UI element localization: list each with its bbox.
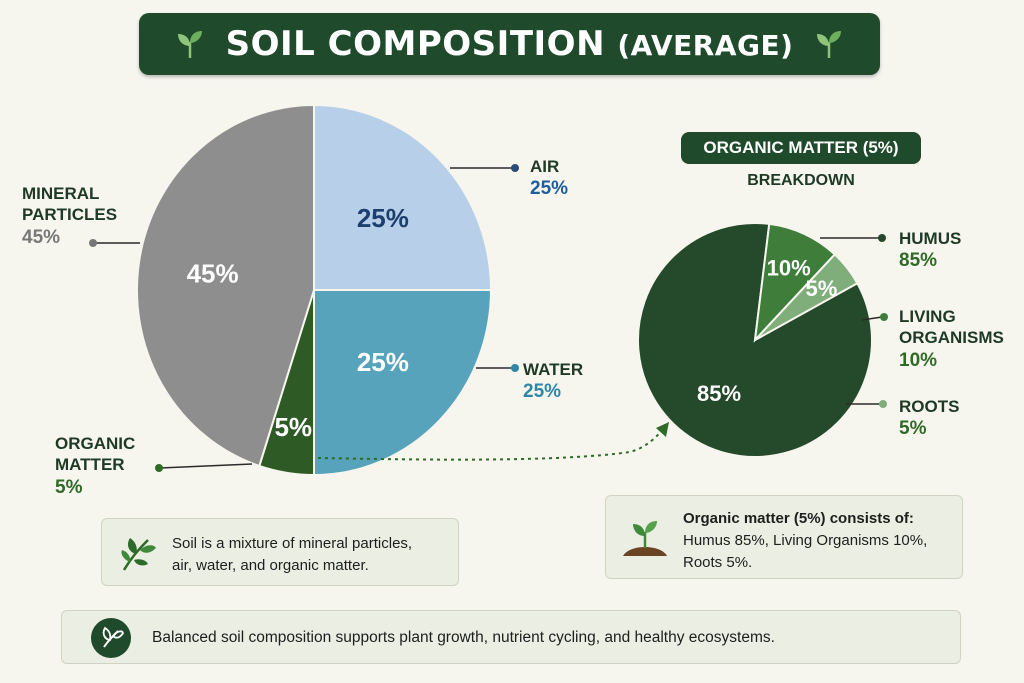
- organic-pct: 5%: [55, 476, 83, 498]
- title-banner: SOIL COMPOSITION (AVERAGE): [139, 13, 880, 75]
- main-slice-label-air: 25%: [357, 203, 409, 233]
- leader-living-dot: [880, 313, 888, 321]
- mineral-pct: 45%: [22, 226, 61, 248]
- footer-text: Balanced soil composition supports plant…: [152, 629, 775, 646]
- sub-slice-label-humus: 85%: [697, 381, 741, 406]
- main-slice-label-water: 25%: [357, 347, 409, 377]
- humus-name: HUMUS: [899, 229, 962, 248]
- leader-organic: [159, 463, 253, 469]
- leader-lines: [89, 164, 888, 472]
- organic-breakdown-pie-chart: 85% 10%5%: [637, 222, 873, 458]
- sub-slice-living-organisms: [753, 222, 837, 343]
- air-pct: 25%: [530, 178, 569, 200]
- title-paren: (AVERAGE): [617, 29, 794, 62]
- humus-label: HUMUS 85%: [899, 228, 961, 273]
- organic-note: Organic matter (5%) consists of: Humus 8…: [605, 495, 963, 579]
- main-pie-chart: 25% 25% 5% 45%: [136, 103, 493, 477]
- sub-slice-label-roots: 5%: [805, 276, 837, 301]
- title-main: SOIL COMPOSITION: [225, 24, 606, 64]
- sub-slice-roots: [754, 253, 859, 341]
- water-label: WATER 25%: [523, 359, 583, 404]
- main-slice-mineral-particles: [136, 103, 315, 468]
- leader-mineral-dot: [89, 239, 97, 247]
- air-name: AIR: [530, 157, 560, 176]
- breakdown-title: ORGANIC MATTER (5%): [681, 132, 921, 164]
- organic-note-line1: Humus 85%, Living Organisms 10%,: [683, 531, 928, 549]
- leader-water-dot: [511, 364, 519, 372]
- main-slice-label-mineral-particles: 45%: [187, 258, 239, 288]
- living-name-line1: LIVING: [899, 307, 956, 326]
- roots-label: ROOTS 5%: [899, 396, 959, 441]
- water-pct: 25%: [523, 381, 562, 403]
- living-name-line2: ORGANISMS: [899, 328, 1004, 348]
- leader-air-dot: [511, 164, 519, 172]
- main-slice-label-organic-matter: 5%: [274, 412, 312, 442]
- roots-pct: 5%: [899, 418, 927, 440]
- soil-note-line2: air, water, and organic matter.: [172, 556, 369, 574]
- main-slice-water: [313, 289, 493, 477]
- main-slice-air: [313, 103, 493, 291]
- breakdown-subtitle: BREAKDOWN: [747, 172, 855, 189]
- mineral-name-line2: PARTICLES: [22, 205, 118, 225]
- living-pct: 10%: [899, 349, 938, 371]
- leaf-sprout-icon: [817, 31, 842, 58]
- living-label: LIVING ORGANISMS 10%: [899, 306, 1004, 372]
- organic-note-heading: Organic matter (5%) consists of:: [683, 510, 914, 527]
- air-label: AIR 25%: [530, 156, 568, 201]
- soil-note: Soil is a mixture of mineral particles, …: [101, 518, 459, 586]
- leaf-sprig-icon: [121, 538, 156, 571]
- organic-name-line2: MATTER: [55, 455, 125, 475]
- roots-name: ROOTS: [899, 397, 960, 416]
- organic-label: ORGANIC MATTER 5%: [55, 433, 135, 499]
- leader-living: [861, 316, 883, 321]
- water-name: WATER: [523, 360, 584, 379]
- leaf-circle-icon: [91, 618, 131, 658]
- leader-roots-dot: [879, 400, 887, 408]
- mineral-name-line1: MINERAL: [22, 184, 100, 203]
- soil-note-line1: Soil is a mixture of mineral particles,: [172, 535, 413, 552]
- connector-arrowhead: [656, 422, 669, 437]
- leader-organic-dot: [155, 464, 163, 472]
- leaf-sprout-icon: [177, 31, 202, 58]
- page-title: SOIL COMPOSITION (AVERAGE): [226, 24, 794, 64]
- organic-name-line1: ORGANIC: [55, 434, 136, 453]
- leader-humus-dot: [878, 234, 886, 242]
- sub-slice-label-living-organisms: 10%: [767, 256, 811, 281]
- mineral-label: MINERAL PARTICLES 45%: [22, 183, 117, 249]
- footer-note: Balanced soil composition supports plant…: [61, 610, 961, 664]
- seedling-soil-icon: [623, 521, 667, 556]
- humus-pct: 85%: [899, 250, 938, 272]
- organic-note-line2: Roots 5%.: [683, 553, 753, 571]
